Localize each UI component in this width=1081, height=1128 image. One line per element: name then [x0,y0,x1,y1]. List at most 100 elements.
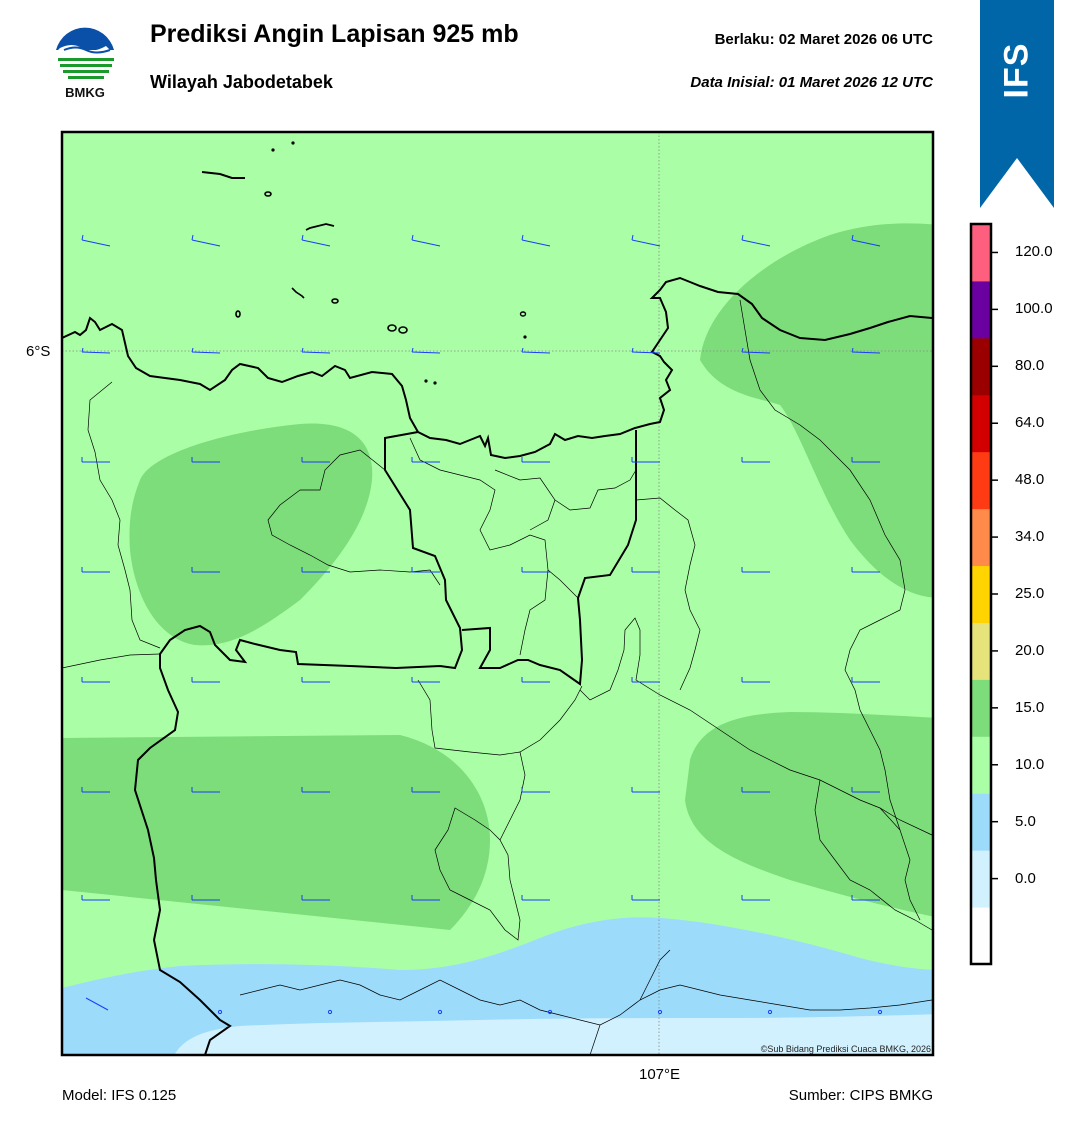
colorbar [969,222,998,966]
source-label: Sumber: CIPS BMKG [788,1087,933,1104]
longitude-label: 107°E [639,1066,681,1083]
wind-barb [741,234,771,247]
chart-title: Prediksi Angin Lapisan 925 mb [150,20,519,48]
wind-barb [191,347,221,354]
wind-barb [741,567,770,573]
wind-barb [85,997,109,1011]
wind-zone-15-20 [700,223,933,598]
colorbar-segment [971,508,991,567]
wind-barb [81,567,110,573]
wind-barb [191,457,220,463]
colorbar-tick-label: 0.0 [1015,869,1036,887]
colorbar-tick-label: 34.0 [1015,528,1045,546]
wind-calm-marker [327,1009,333,1015]
wind-calm-marker [877,1009,883,1015]
wind-barb [851,347,881,354]
wind-barb [851,457,880,463]
colorbar-segment [971,850,991,908]
wind-barb [851,787,880,793]
wind-barb [521,895,550,901]
wind-barb [741,787,770,793]
wind-barb [521,347,551,354]
wind-barb [741,457,770,463]
colorbar-tick-label: 80.0 [1015,357,1045,375]
bmkg-logo-icon [54,25,116,87]
wind-barb [411,457,440,463]
wind-barb [741,895,770,901]
wind-barb [741,347,771,354]
wind-barb [631,234,661,247]
wind-barb [411,787,440,793]
wind-barb [631,895,660,901]
colorbar-tick-label: 5.0 [1015,812,1036,830]
wind-barb [851,234,881,247]
model-label: Model: IFS 0.125 [62,1087,177,1104]
wind-barb [521,677,550,683]
wind-barb [301,567,330,573]
colorbar-tick-label: 10.0 [1015,755,1045,773]
wind-barb [81,677,110,683]
wind-barb [851,895,880,901]
colorbar-segment [971,679,991,737]
colorbar-tick-label: 15.0 [1015,698,1045,716]
wind-barb [191,567,220,573]
ifs-banner [980,0,1054,208]
wind-calm-marker [657,1009,663,1015]
colorbar-segment [971,394,991,453]
wind-barb [301,347,331,354]
wind-barb [301,787,330,793]
initial-data-time: Data Inisial: 01 Maret 2026 12 UTC [690,74,933,91]
colorbar-segment [971,451,991,510]
colorbar-segment [971,907,991,965]
colorbar-segment [971,793,991,851]
colorbar-tick-label: 20.0 [1015,641,1045,659]
wind-barb [411,234,441,247]
colorbar-tick-label: 25.0 [1015,585,1045,602]
wind-barb [81,787,110,793]
copyright-text: ©Sub Bidang Prediksi Cuaca BMKG, 2026 [760,1044,931,1054]
valid-time: Berlaku: 02 Maret 2026 06 UTC [714,31,933,48]
latitude-label: 6°S [26,343,51,360]
wind-barb [301,677,330,683]
wind-barb [631,347,661,354]
wind-barb [81,457,110,463]
wind-barb [191,234,221,247]
colorbar-segment [971,337,991,396]
wind-barb [411,347,441,354]
chart-subtitle: Wilayah Jabodetabek [150,72,333,92]
wind-barb [631,677,660,683]
wind-calm-marker [437,1009,443,1015]
logo-text: BMKG [65,85,105,100]
wind-barb [631,567,660,573]
wind-barb [521,567,550,573]
colorbar-segment [971,736,991,794]
wind-barb [191,787,220,793]
wind-barb [851,677,880,683]
wind-barb [191,677,220,683]
wind-zone-15-20 [62,735,490,930]
wind-barb [301,457,330,463]
wind-barb [191,895,220,901]
colorbar-tick-label: 120.0 [1015,243,1053,261]
wind-barb [851,567,880,573]
wind-zone-15-20 [129,423,373,646]
colorbar-segment [971,224,991,282]
wind-barb [631,787,660,793]
wind-barb [81,895,110,901]
colorbar-tick-label: 64.0 [1015,414,1045,432]
wind-barb [301,234,331,247]
wind-barb [521,787,550,793]
wind-barb [81,234,111,247]
wind-barb [741,677,770,683]
wind-barb [301,895,330,901]
wind-barb [521,234,551,247]
wind-barb [411,567,440,573]
wind-zone-0-5 [174,1014,933,1055]
colorbar-segment [971,622,991,680]
wind-barb [411,677,440,683]
wind-barb [411,895,440,901]
colorbar-segment [971,280,991,339]
wind-zone-15-20 [685,712,933,917]
wind-calm-marker [217,1009,223,1015]
